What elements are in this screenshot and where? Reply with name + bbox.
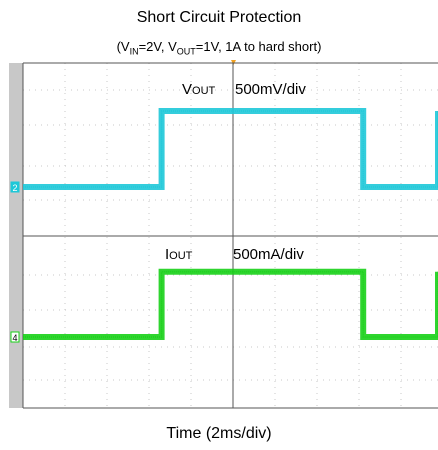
x-axis-label: Time (2ms/div) — [166, 425, 272, 442]
subtitle-sub-2: OUT — [176, 46, 196, 57]
chart-title: Short Circuit Protection — [136, 9, 302, 26]
trace-0-band — [23, 108, 438, 190]
channel-0-marker-box — [10, 181, 20, 193]
channel-name-sub: OUT — [169, 250, 193, 262]
chart-subtitle: (VIN=2V, VOUT=1V, 1A to hard short) — [0, 39, 438, 57]
channel-1-marker-box — [10, 331, 20, 343]
channel-0-marker-label: 2 — [12, 183, 17, 193]
subtitle-sub-1: IN — [129, 46, 139, 57]
channel-name-main: V — [182, 81, 192, 98]
channel-name-main: I — [165, 246, 169, 263]
channel-1-name: IOUT — [165, 246, 193, 263]
channel-0-name: VOUT — [182, 81, 216, 98]
left-gutter — [9, 63, 23, 408]
trace-0-line — [23, 110, 438, 188]
trace-1-band — [23, 268, 438, 340]
channel-1-scale: 500mA/div — [233, 246, 304, 263]
channel-1-marker-label: 4 — [12, 333, 17, 343]
subtitle-part-1: (V — [116, 39, 130, 54]
channel-0-scale: 500mV/div — [235, 81, 306, 98]
subtitle-part-3: =1V, 1A to hard short) — [195, 39, 322, 54]
channel-name-sub: OUT — [192, 85, 216, 97]
subtitle-part-2: =2V, V — [138, 39, 177, 54]
trace-1-line — [23, 271, 438, 338]
